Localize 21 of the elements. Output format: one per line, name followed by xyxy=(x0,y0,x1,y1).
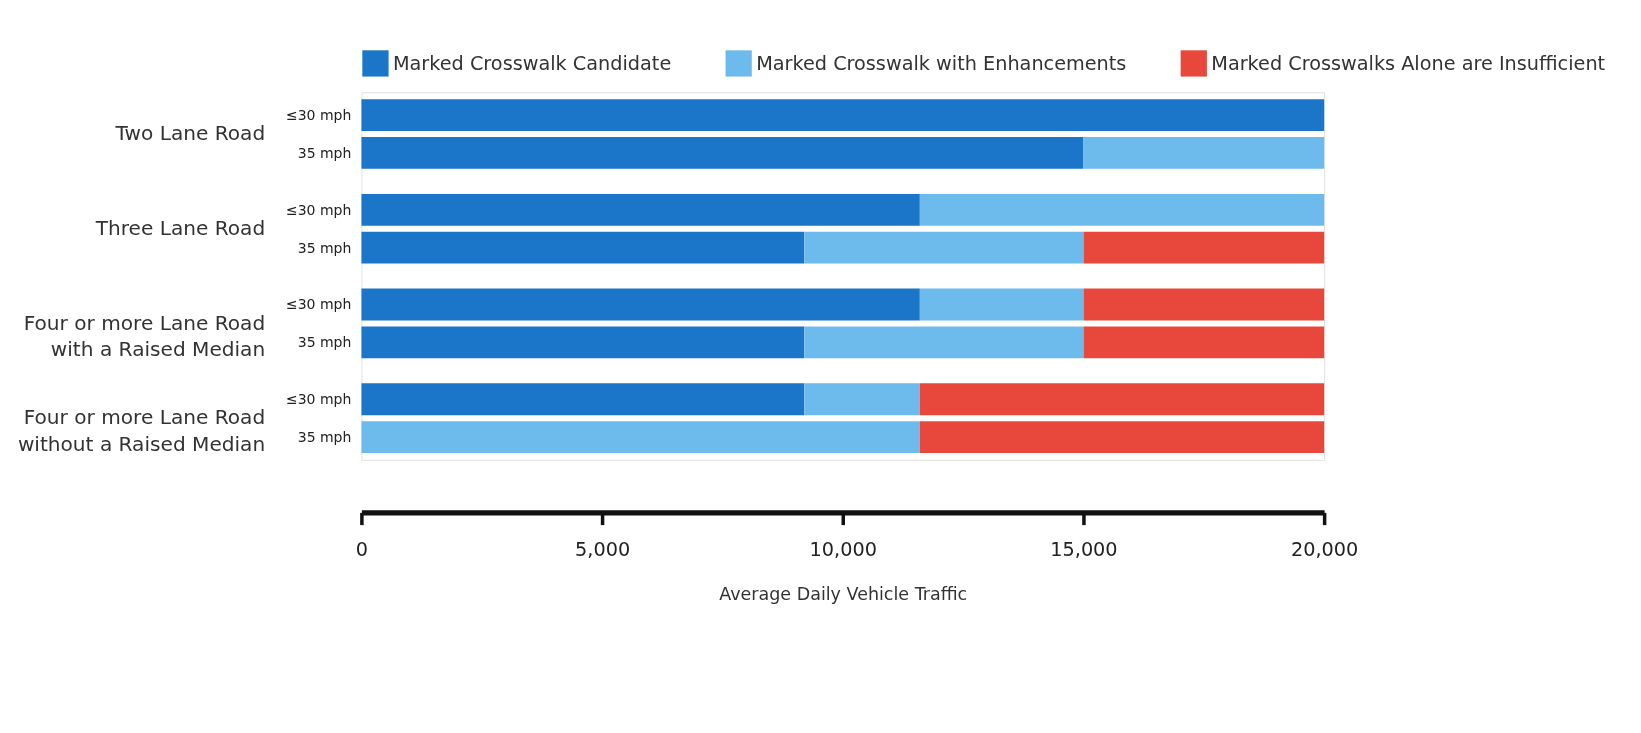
x-tick-label: 15,000 xyxy=(1050,537,1118,561)
y-tick-label: 35 mph xyxy=(297,334,352,351)
legend-label: Marked Crosswalk Candidate xyxy=(392,51,672,75)
legend-label: Marked Crosswalks Alone are Insufficient xyxy=(1211,51,1606,75)
x-axis-title: Average Daily Vehicle Traffic xyxy=(719,583,968,604)
x-tick-label: 5,000 xyxy=(575,537,631,561)
y-tick-label: 35 mph xyxy=(297,144,352,161)
text: Two Lane Road xyxy=(114,121,266,146)
y-tick-label: ≤30 mph xyxy=(285,106,352,123)
text: Four or more Lane Road with a Raised Median xyxy=(23,310,266,361)
x-tick-label: 10,000 xyxy=(809,537,877,561)
x-tick-label: 20,000 xyxy=(1290,537,1359,561)
legend-label: Marked Crosswalk with Enhancements xyxy=(756,51,1127,75)
text: Four or more Lane Road without a Raised Median xyxy=(17,405,266,456)
text: Three Lane Road xyxy=(94,215,266,240)
x-tick-label: 0 xyxy=(355,537,369,561)
y-tick-label: 35 mph xyxy=(297,428,352,445)
y-tick-label: ≤30 mph xyxy=(285,201,352,218)
y-tick-label: 35 mph xyxy=(297,239,352,256)
y-tick-label: ≤30 mph xyxy=(285,391,352,408)
y-tick-label: ≤30 mph xyxy=(285,296,352,313)
